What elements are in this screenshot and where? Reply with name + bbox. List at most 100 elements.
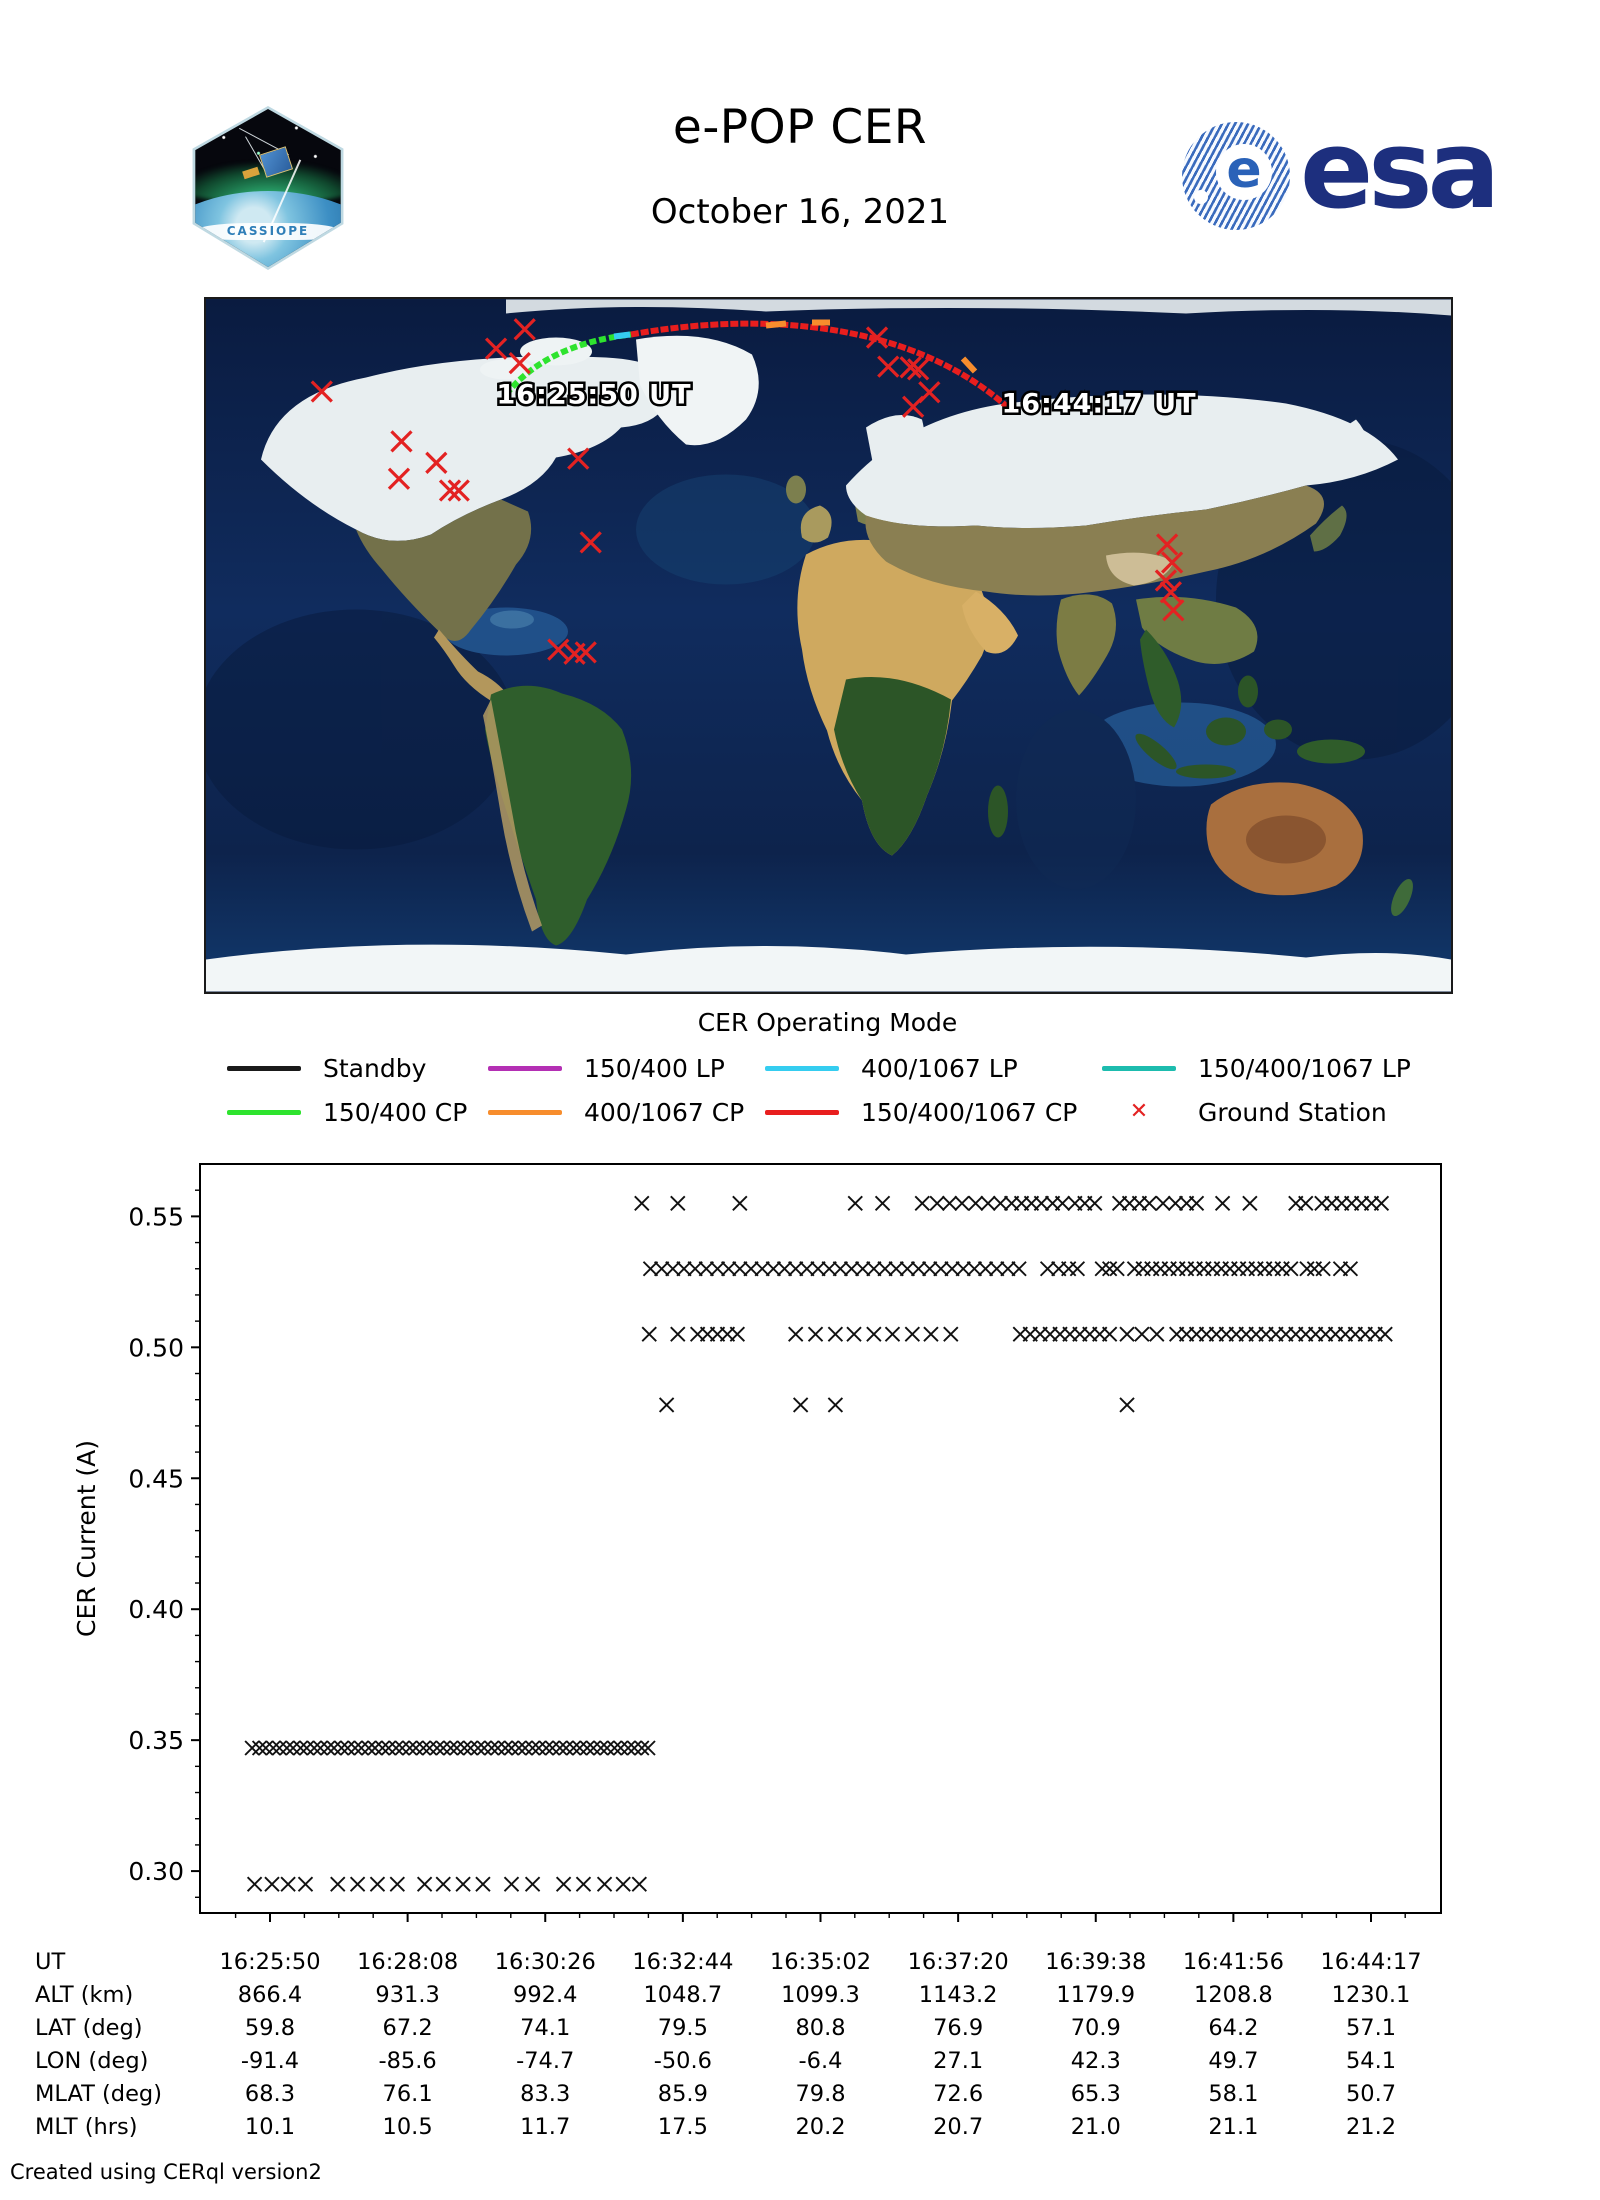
ground-station-x-icon [1160,551,1184,574]
table-cell: 1230.1 [1331,1982,1411,2008]
ground-station-x-icon [390,430,413,453]
data-point-x-marker [634,1740,650,1756]
data-point-x-marker [1141,1195,1158,1211]
data-point-x-marker [874,1195,891,1211]
y-axis-title: CER Current (A) [72,1440,101,1637]
ground-station-x-icon [877,355,900,378]
data-point-x-marker [244,1740,260,1756]
data-point-x-marker [1101,1326,1118,1342]
data-point-x-marker [1134,1326,1150,1342]
data-point-x-marker [967,1195,984,1211]
ground-track-map: 16:25:50 UT 16:44:17 UT [204,297,1453,994]
data-point-x-marker [658,1397,675,1413]
data-point-x-marker [847,1195,863,1211]
data-point-x-marker [634,1195,650,1211]
data-point-x-marker [1000,1261,1016,1277]
ground-station-x-icon [1154,569,1178,592]
data-point-x-marker [544,1740,561,1756]
table-cell: 49.7 [1208,2048,1259,2074]
data-point-x-marker [732,1261,748,1277]
table-cell: 83.3 [520,2081,571,2107]
scatter-series-0.555 [634,1195,1390,1211]
data-point-x-marker [1315,1261,1331,1277]
data-point-x-marker [558,1740,574,1756]
tibet [1106,552,1174,586]
data-point-x-marker [524,1876,541,1892]
kamchatka [1349,419,1370,468]
data-point-x-marker [1283,1261,1299,1277]
data-point-x-marker [821,1261,837,1277]
data-point-x-marker [585,1740,602,1756]
data-point-x-marker [729,1326,746,1342]
data-point-x-marker [754,1261,770,1277]
data-point-x-marker [416,1876,433,1892]
iberia [800,505,832,543]
data-point-x-marker [799,1261,815,1277]
data-point-x-marker [709,1261,726,1277]
data-point-x-marker [989,1261,1005,1277]
continents [206,299,1451,992]
cassiope-label: CASSIOPE [226,224,310,239]
data-point-x-marker [367,1740,383,1756]
data-point-x-marker [389,1876,405,1892]
scatter-series-0.505 [641,1326,1393,1342]
table-cell: 76.9 [933,2015,984,2041]
data-point-x-marker [292,1740,309,1756]
data-point-x-marker [265,1740,281,1756]
data-point-x-marker [575,1876,592,1892]
data-point-x-marker [1033,1195,1050,1211]
data-point-x-marker [517,1740,533,1756]
ground-station-x-icon [425,451,448,474]
data-point-x-marker [832,1261,849,1277]
data-point-x-marker [347,1740,363,1756]
data-point-x-marker [698,1261,714,1277]
legend-item-label: 400/1067 CP [584,1097,745,1127]
ground-station-x-icon [387,467,411,490]
data-point-x-marker [462,1740,479,1756]
data-point-x-marker [910,1261,927,1277]
table-cell: 992.4 [513,1982,578,2008]
data-point-x-marker [443,1740,459,1756]
data-point-x-marker [320,1740,336,1756]
data-point-x-marker [271,1740,288,1756]
data-point-x-marker [503,1876,520,1892]
table-cell: 1208.8 [1194,1982,1273,2008]
esa-logo: e esa [1182,108,1500,244]
data-point-x-marker [980,1195,996,1211]
ground-station-x-icon [574,641,597,664]
data-point-x-marker [524,1740,541,1756]
table-cell: 65.3 [1070,2081,1121,2107]
data-point-x-marker [914,1195,930,1211]
scatter-series-0.295 [246,1876,647,1892]
data-point-x-marker [475,1876,491,1892]
data-point-x-marker [954,1195,970,1211]
data-point-x-marker [497,1740,513,1756]
legend-x-marker-icon: ✕ [1129,1099,1149,1124]
data-point-x-marker [620,1740,636,1756]
data-point-x-marker [394,1740,410,1756]
data-point-x-marker [1155,1195,1171,1211]
legend-line-swatch [488,1065,562,1071]
data-point-x-marker [641,1326,657,1342]
data-point-x-marker [923,1326,939,1342]
table-cell: 931.3 [375,1982,440,2008]
data-point-x-marker [297,1876,314,1892]
table-cell: 64.2 [1208,2015,1259,2041]
legend-line-swatch [488,1109,562,1115]
data-point-x-marker [251,1740,268,1756]
data-point-x-marker [326,1740,342,1756]
legend-item-400-1067-lp: 400/1067 LP [765,1046,1102,1090]
data-point-x-marker [626,1740,643,1756]
usa [356,499,532,642]
track-segment-150-400-1067-cp [630,320,1012,411]
data-point-x-marker [312,1740,329,1756]
data-point-x-marker [1011,1261,1027,1277]
data-point-x-marker [877,1261,893,1277]
ground-station-x-icon [1156,533,1179,556]
central-asia [865,485,1324,596]
table-row-label-alt-km-: ALT (km) [35,1982,134,2008]
data-point-x-marker [929,1195,945,1211]
data-point-x-marker [1342,1261,1359,1277]
legend-item-label: 150/400/1067 CP [861,1097,1078,1127]
data-point-x-marker [449,1740,465,1756]
